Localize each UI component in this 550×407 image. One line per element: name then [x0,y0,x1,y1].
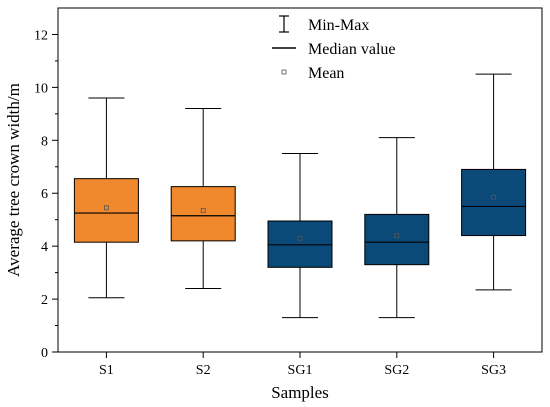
legend-label: Median value [308,41,396,58]
box-group [267,153,333,319]
legend: Min-Max Median value Mean [272,15,396,82]
box-group [364,137,430,319]
legend-square-icon [281,69,287,75]
mean-marker [491,194,497,200]
plot-marks [73,73,527,319]
legend-item: Mean [281,65,344,82]
x-axis: S1 S2 SG1 SG2 SG3 [99,352,506,378]
iqr-box [267,220,333,268]
iqr-box [364,213,430,266]
y-tick-label: 6 [41,187,48,202]
mean-marker [200,208,206,213]
y-tick-label: 10 [34,81,48,96]
y-tick-label: 4 [41,240,48,255]
iqr-box [170,186,236,242]
mean-marker [104,205,109,211]
x-tick-label: SG1 [288,363,313,378]
mean-marker [297,235,303,241]
y-axis: 0 2 4 6 8 10 12 [34,28,58,361]
box-group [170,108,236,289]
legend-label: Mean [308,65,344,82]
legend-item: Median value [272,41,396,58]
x-tick-label: SG3 [481,363,506,378]
y-axis-title: Average tree crown width/m [4,83,23,277]
y-tick-label: 8 [41,134,48,149]
y-tick-label: 2 [41,293,48,308]
box-group [73,97,139,299]
iqr-box [461,168,527,237]
plot-frame [57,7,543,353]
x-tick-label: S1 [99,363,114,378]
mean-marker [394,233,400,238]
iqr-box [73,178,139,243]
x-axis-title: Samples [271,383,329,402]
x-tick-label: S2 [196,363,211,378]
box-group [461,73,527,291]
legend-label: Min-Max [308,17,369,34]
x-tick-label: SG2 [384,363,409,378]
y-tick-label: 12 [34,28,48,43]
y-tick-label: 0 [41,346,48,361]
legend-item: Min-Max [279,15,369,34]
